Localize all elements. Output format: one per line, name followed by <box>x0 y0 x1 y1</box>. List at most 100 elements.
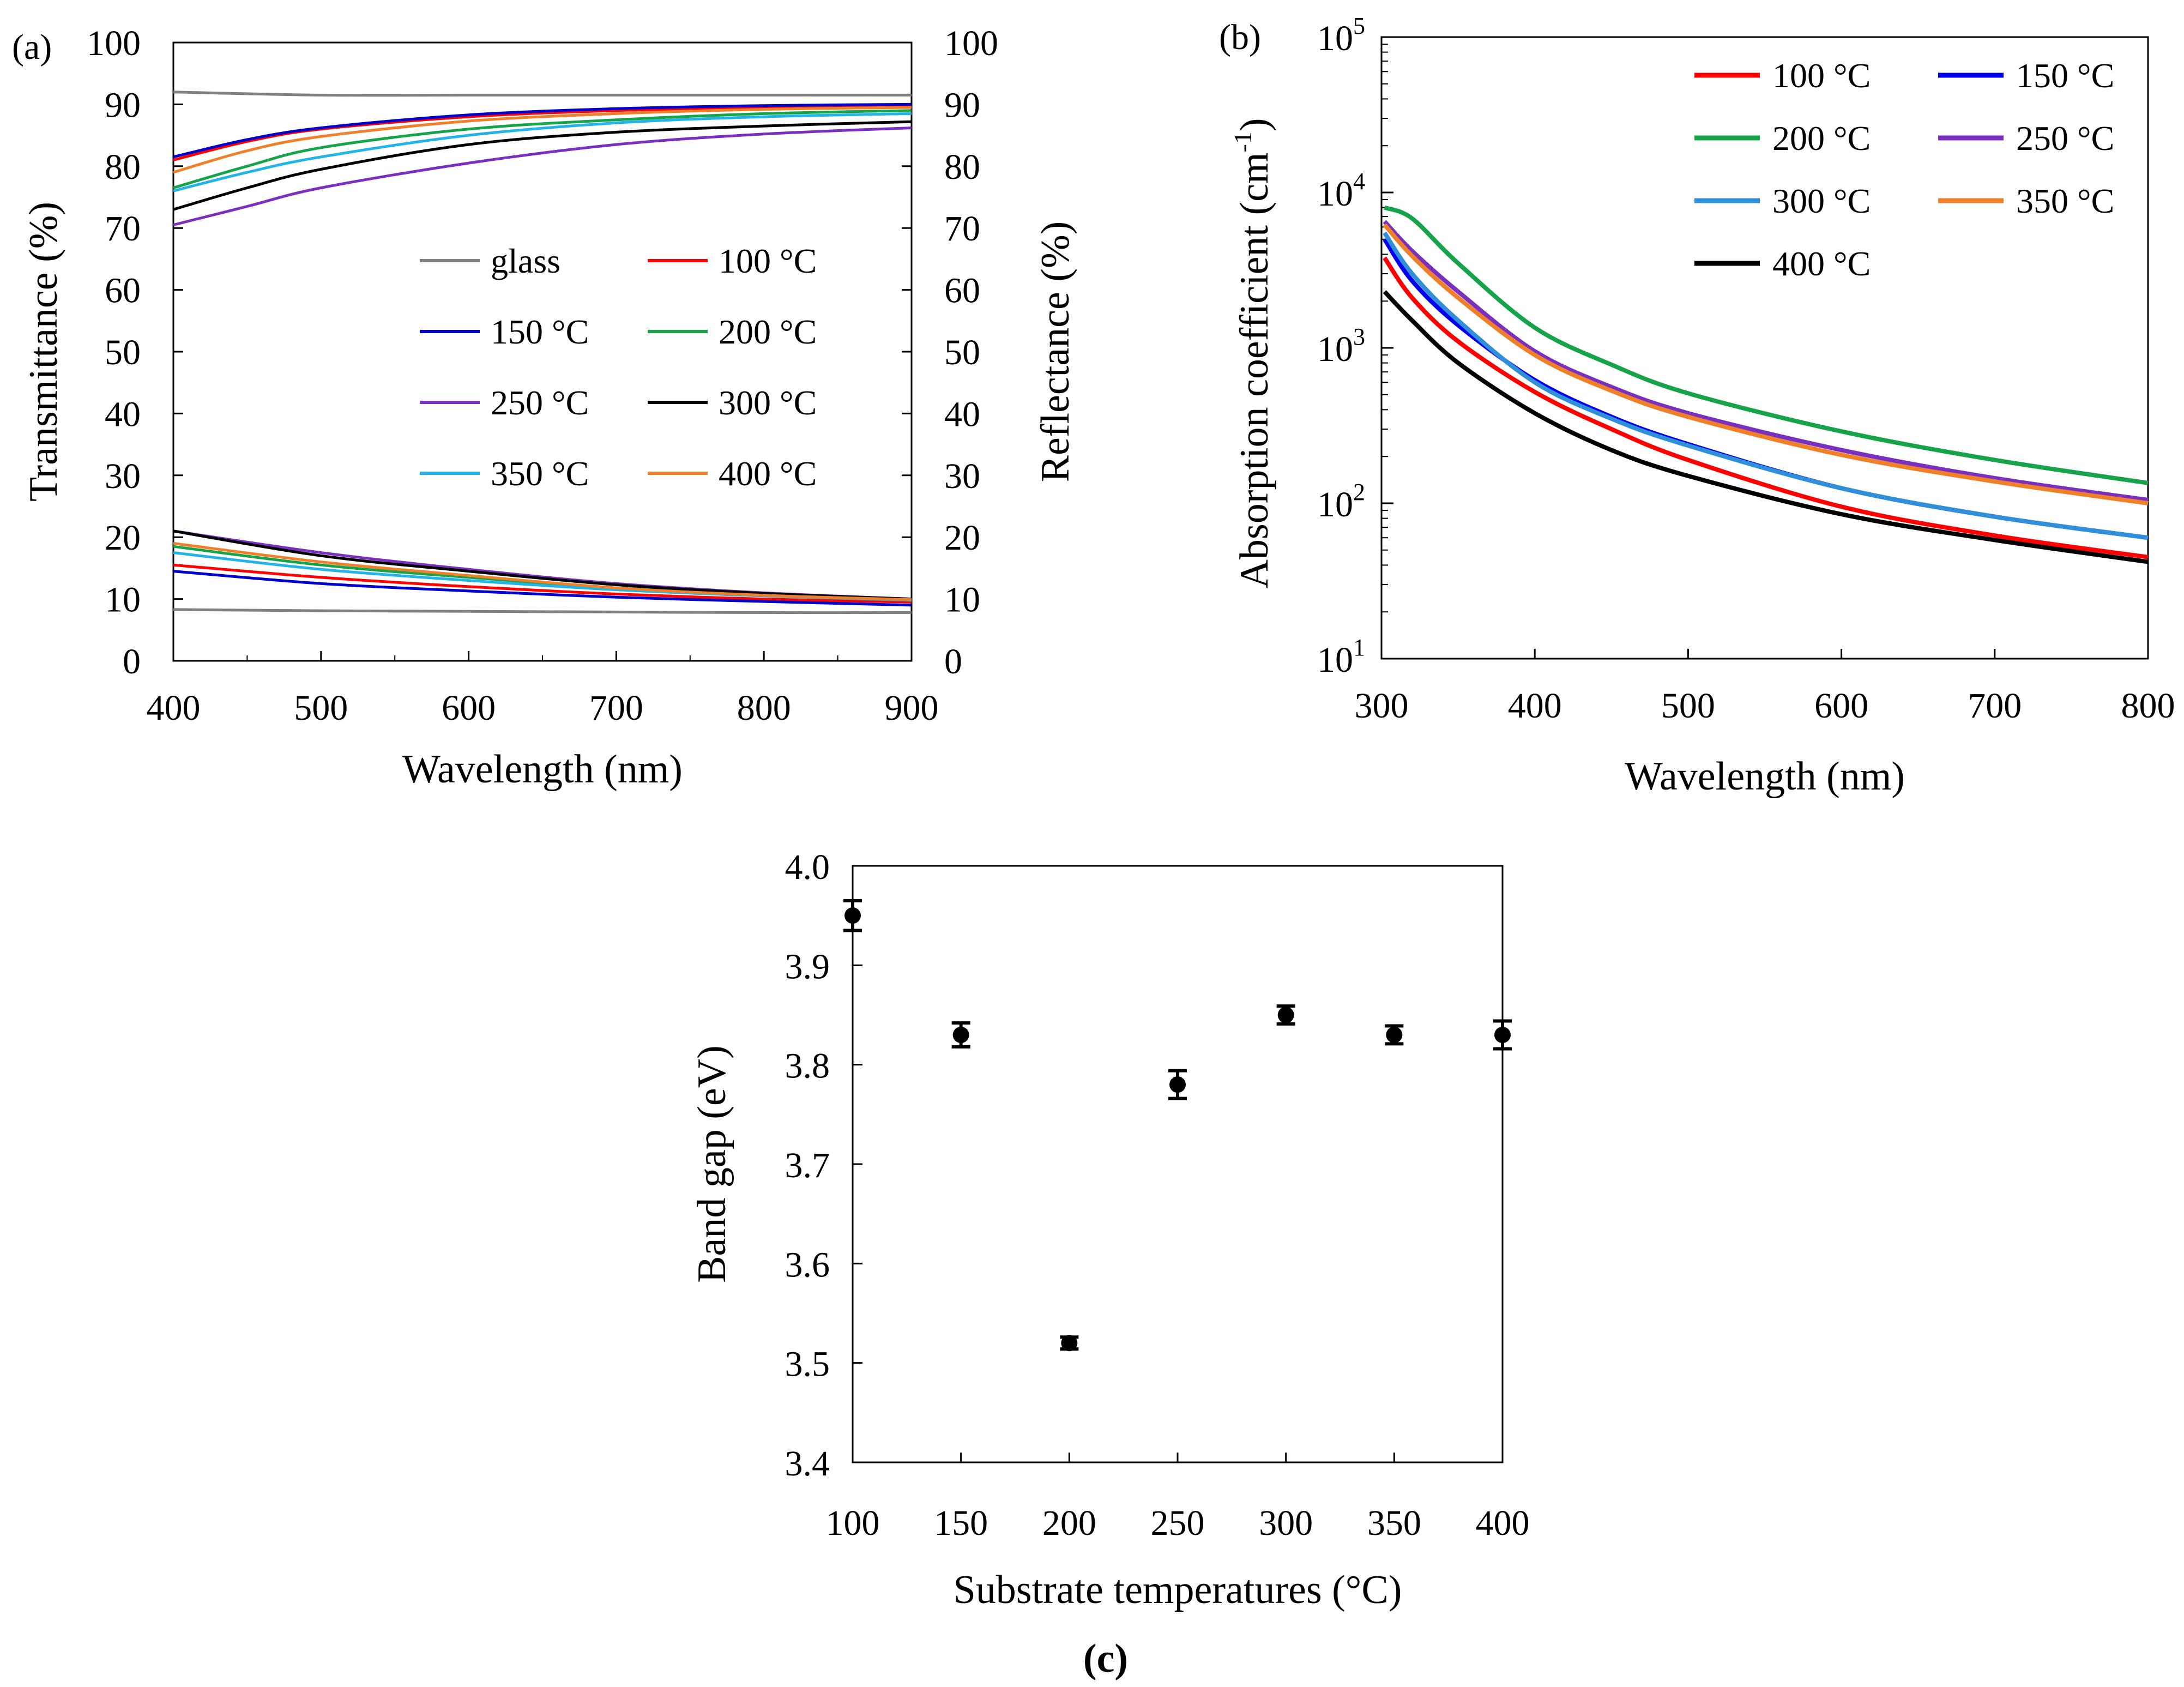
panel-a-transmittance-reflectance-chart: (a) 0 0 10 10 20 20 30 30 40 40 50 50 60 60 70 70 80 80 90… <box>12 23 1078 792</box>
x-tick-label: 800 <box>737 688 791 728</box>
x-tick-label: 300 <box>1259 1503 1313 1543</box>
y-tick-label: 80 <box>105 147 141 187</box>
legend-label-350 °C: 350 °C <box>2016 182 2114 220</box>
y-tick-base: 10 <box>1317 485 1353 525</box>
panel-b-series <box>1383 205 2149 564</box>
legend-label-glass: glass <box>491 242 560 280</box>
y-tick-label: 100 <box>87 23 141 63</box>
panel-b-label: (b) <box>1219 17 1261 57</box>
legend-label-200 °C: 200 °C <box>1772 119 1871 158</box>
y-tick-label: 3.5 <box>785 1345 830 1384</box>
y-tick-label: 20 <box>105 518 141 558</box>
y-tick-exponent: 2 <box>1353 479 1365 505</box>
panel-c-points <box>843 899 1512 1352</box>
absorption-line-200 °C <box>1384 205 2149 485</box>
x-tick-label: 500 <box>1661 686 1715 726</box>
panel-c-caption: (c) <box>1083 1636 1128 1681</box>
x-tick-label: 150 <box>934 1503 988 1543</box>
y2-tick-label: 50 <box>944 333 980 372</box>
legend-label-100 °C: 100 °C <box>1772 56 1871 95</box>
x-tick-label: 200 <box>1042 1503 1096 1543</box>
legend-label-150 °C: 150 °C <box>491 312 589 351</box>
y-tick-base: 10 <box>1317 19 1353 58</box>
y-tick-label: 102 <box>1317 479 1365 525</box>
legend-label-200 °C: 200 °C <box>719 312 817 351</box>
y2-tick-label: 80 <box>944 147 980 187</box>
y-tick-label: 3.6 <box>785 1245 830 1285</box>
y-tick-label: 3.9 <box>785 947 830 986</box>
y-tick-label: 50 <box>105 333 141 372</box>
panel-c-band-gap-chart: 3.4 3.5 3.6 3.7 3.8 3.9 4.0 100 150 200 250 300 350 4… <box>690 847 1530 1681</box>
transmittance-line-250 °C <box>173 126 912 226</box>
reflectance-line-300 °C <box>173 529 912 601</box>
reflectance-line-400 °C <box>173 542 912 601</box>
reflectance-line-glass <box>173 608 912 614</box>
x-tick-label: 400 <box>1508 686 1562 726</box>
x-tick-label: 900 <box>885 688 939 728</box>
legend-label-250 °C: 250 °C <box>2016 119 2114 158</box>
data-point-350 <box>1386 1026 1403 1043</box>
transmittance-line-300 °C <box>173 120 912 211</box>
reflectance-line-150 °C <box>173 570 912 607</box>
panel-a-label: (a) <box>12 27 52 67</box>
panel-c-ticks: 3.4 3.5 3.6 3.7 3.8 3.9 4.0 100 150 200 250 300 350 4… <box>785 847 1530 1543</box>
transmittance-line-150 °C <box>173 103 912 159</box>
x-tick-label: 800 <box>2121 686 2175 726</box>
y2-tick-label: 70 <box>944 209 980 249</box>
x-tick-label: 700 <box>589 688 643 728</box>
x-tick-label: 350 <box>1367 1503 1421 1543</box>
y-tick-label: 3.8 <box>785 1046 830 1086</box>
y2-tick-label: 60 <box>944 271 980 311</box>
y2-tick-label: 100 <box>944 23 998 63</box>
panel-b-x-axis-title: Wavelength (nm) <box>1625 754 1905 799</box>
panel-a-series <box>173 91 912 614</box>
panel-c-x-axis-title: Substrate temperatures (°C) <box>954 1568 1402 1612</box>
data-point-400 <box>1494 1026 1511 1043</box>
y-tick-label: 3.7 <box>785 1146 830 1185</box>
y-tick-label: 30 <box>105 456 141 496</box>
absorption-line-250 °C <box>1383 220 2149 502</box>
absorption-line-300 °C <box>1383 231 2149 540</box>
x-tick-label: 100 <box>826 1503 880 1543</box>
transmittance-line-100 °C <box>173 104 912 161</box>
x-tick-label: 400 <box>147 688 201 728</box>
panel-b-y-axis-title: Absorption coefficient (cm-1) <box>1229 118 1277 588</box>
y-tick-label: 90 <box>105 85 141 125</box>
legend-label-400 °C: 400 °C <box>1772 244 1871 283</box>
y-tick-exponent: 1 <box>1353 634 1365 661</box>
y2-tick-label: 10 <box>944 580 980 620</box>
y-tick-label: 103 <box>1317 323 1365 369</box>
y-tick-label: 40 <box>105 394 141 434</box>
y2-tick-label: 0 <box>944 642 962 682</box>
y-tick-base: 10 <box>1317 174 1353 214</box>
y-tick-label: 0 <box>123 642 141 682</box>
legend-label-150 °C: 150 °C <box>2016 56 2114 95</box>
transmittance-line-200 °C <box>173 109 912 189</box>
data-point-100 <box>844 907 861 924</box>
data-point-300 <box>1277 1007 1294 1023</box>
panel-a-right-y-axis-title: Reflectance (%) <box>1033 221 1078 483</box>
data-point-200 <box>1061 1335 1078 1352</box>
x-tick-label: 400 <box>1476 1503 1530 1543</box>
y2-tick-label: 20 <box>944 518 980 558</box>
x-tick-label: 250 <box>1151 1503 1205 1543</box>
y-title-exponent: -1 <box>1229 131 1257 152</box>
y-tick-label: 3.4 <box>785 1444 830 1484</box>
y-tick-label: 10 <box>105 580 141 620</box>
x-tick-label: 500 <box>294 688 348 728</box>
legend-label-350 °C: 350 °C <box>491 454 589 493</box>
x-tick-label: 300 <box>1355 686 1409 726</box>
x-tick-label: 600 <box>442 688 496 728</box>
legend-label-100 °C: 100 °C <box>719 242 817 280</box>
data-point-250 <box>1169 1076 1186 1093</box>
panel-a-legend: glass 100 °C 150 °C 200 °C 250 °C 300 °C 350 °… <box>420 242 817 493</box>
y-tick-label: 104 <box>1317 168 1365 214</box>
y-tick-label: 70 <box>105 209 141 249</box>
panel-b-legend: 100 °C 150 °C 200 °C 250 °C 300 °C 350 °C 400 … <box>1694 56 2114 283</box>
y-tick-exponent: 4 <box>1353 168 1365 195</box>
transmittance-line-400 °C <box>173 106 912 174</box>
legend-label-250 °C: 250 °C <box>491 383 589 422</box>
